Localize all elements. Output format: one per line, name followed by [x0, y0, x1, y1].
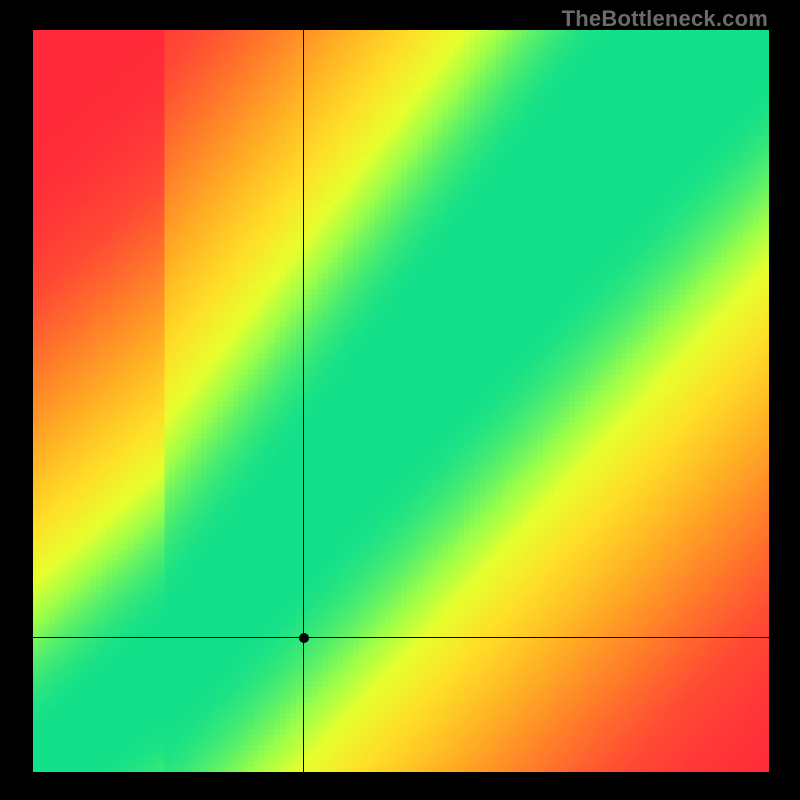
crosshair-vertical [303, 30, 304, 772]
crosshair-horizontal [33, 637, 769, 638]
watermark-text: TheBottleneck.com [562, 6, 768, 32]
chart-container: TheBottleneck.com [0, 0, 800, 800]
marker-dot [299, 633, 309, 643]
heatmap-plot [33, 30, 769, 772]
